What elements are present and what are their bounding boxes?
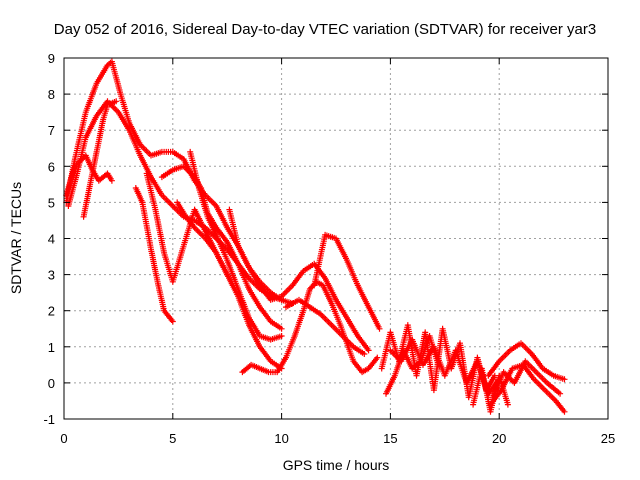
series-sat-m bbox=[283, 296, 368, 357]
series-sat-p bbox=[383, 333, 442, 397]
series-sat-q bbox=[485, 340, 568, 383]
series-markers bbox=[132, 185, 176, 325]
series-markers bbox=[485, 340, 568, 383]
grid bbox=[64, 58, 608, 419]
series-sat-t bbox=[470, 365, 511, 415]
series-markers bbox=[80, 98, 120, 220]
series-sat-i bbox=[174, 199, 285, 372]
y-tick-label: -1 bbox=[43, 412, 55, 427]
x-tick-label: 15 bbox=[383, 431, 397, 446]
x-tick-label: 10 bbox=[274, 431, 288, 446]
y-tick-label: 8 bbox=[48, 87, 55, 102]
series-sat-l bbox=[311, 231, 383, 332]
series-markers bbox=[383, 333, 442, 397]
x-tick-labels: 0 5 10 15 20 25 bbox=[60, 58, 615, 446]
x-tick-label: 20 bbox=[492, 431, 506, 446]
y-tick-label: 7 bbox=[48, 123, 55, 138]
y-tick-label: 4 bbox=[48, 232, 55, 247]
series-markers bbox=[283, 296, 368, 357]
y-tick-labels: -1 0 1 2 3 4 5 6 7 8 9 bbox=[43, 51, 608, 427]
series-sat-e bbox=[132, 185, 176, 325]
series-markers bbox=[226, 206, 372, 354]
x-tick-label: 25 bbox=[601, 431, 615, 446]
series-markers bbox=[470, 365, 511, 415]
series-sat-h bbox=[187, 148, 285, 343]
y-axis-label: SDTVAR / TECUs bbox=[8, 182, 24, 294]
chart-title: Day 052 of 2016, Sidereal Day-to-day VTE… bbox=[54, 21, 596, 38]
y-tick-label: 3 bbox=[48, 268, 55, 283]
y-tick-label: 9 bbox=[48, 51, 55, 66]
y-tick-label: 1 bbox=[48, 340, 55, 355]
x-axis-label: GPS time / hours bbox=[283, 457, 390, 473]
series-markers bbox=[487, 361, 568, 415]
y-tick-label: 0 bbox=[48, 376, 55, 391]
series-sat-k bbox=[226, 206, 372, 354]
x-tick-label: 5 bbox=[169, 431, 176, 446]
series-sat-d bbox=[80, 98, 120, 220]
series-markers bbox=[311, 231, 383, 332]
y-tick-label: 2 bbox=[48, 304, 55, 319]
x-tick-label: 0 bbox=[60, 431, 67, 446]
y-tick-label: 5 bbox=[48, 195, 55, 210]
y-tick-label: 6 bbox=[48, 159, 55, 174]
series-markers bbox=[174, 199, 285, 372]
